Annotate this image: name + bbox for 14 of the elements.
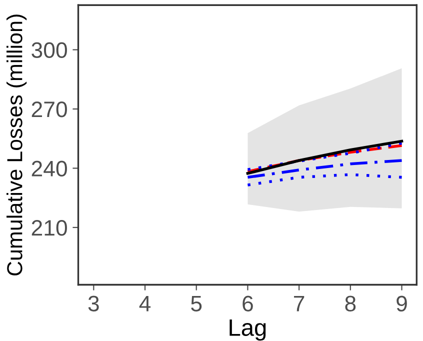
y-tick-label: 240 <box>32 160 67 176</box>
y-tick-label: 300 <box>32 42 67 58</box>
x-tick-label: 6 <box>242 296 253 312</box>
y-tick-label: 210 <box>32 220 67 236</box>
y-tick-label: 270 <box>32 102 67 118</box>
x-axis-title: Lag <box>230 320 266 341</box>
x-tick-label: 4 <box>139 296 151 312</box>
x-tick-label: 8 <box>345 296 356 312</box>
x-tick-label: 3 <box>88 296 99 312</box>
x-tick-label: 7 <box>294 296 304 312</box>
x-tick-label: 9 <box>396 296 407 312</box>
y-axis-title: Cumulative Losses (million) <box>6 14 27 276</box>
x-tick-label: 5 <box>191 296 202 312</box>
line-series <box>246 159 404 179</box>
